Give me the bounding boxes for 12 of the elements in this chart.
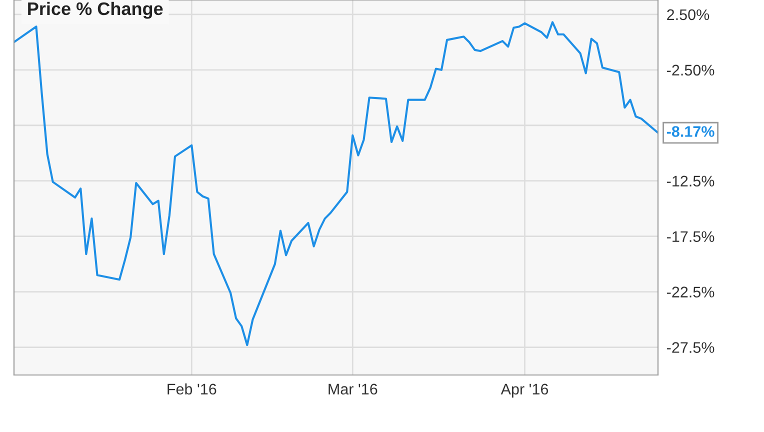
y-tick-label: 2.50% — [667, 9, 710, 20]
y-tick-label: -27.5% — [667, 342, 714, 353]
line-series — [14, 21, 658, 346]
x-tick-label: Apr '16 — [500, 384, 548, 398]
y-tick-label: -22.5% — [667, 286, 714, 298]
x-tick-label: Mar '16 — [328, 384, 378, 395]
annotation: -8.17% — [666, 126, 714, 137]
chart-title: Price % Change — [28, 2, 163, 19]
y-tick-label: -2.50% — [667, 64, 714, 76]
y-tick-label: -17.5% — [667, 231, 714, 242]
y-tick-label: -12.5% — [667, 176, 714, 187]
x-tick-label: Feb '16 — [168, 383, 216, 395]
